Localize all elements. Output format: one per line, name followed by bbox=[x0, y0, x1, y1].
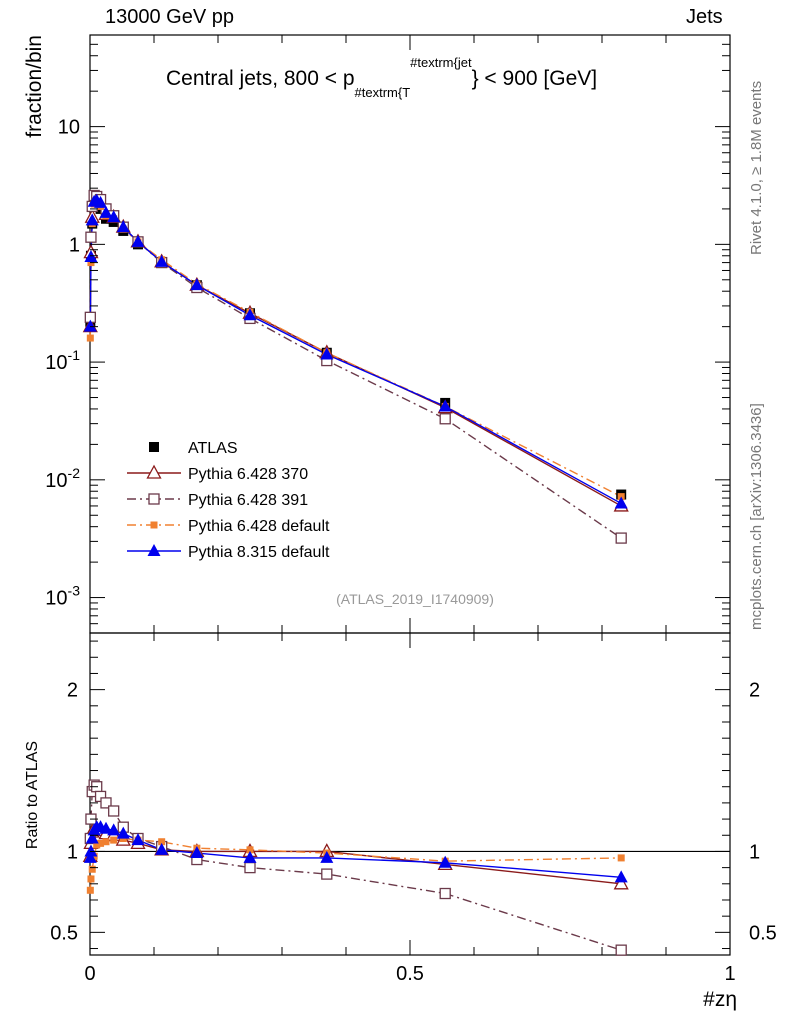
data-point bbox=[614, 496, 628, 509]
ratio-point bbox=[107, 823, 121, 836]
axis-labels: 0 0.5 1 10-3 10-2 10-1 1 10 0.5 0.5 1 1 2 2 fraction/b… bbox=[23, 35, 777, 1011]
ratio-point bbox=[87, 875, 95, 883]
ratio-axis-title: Ratio to ATLAS bbox=[24, 741, 41, 849]
ratio-point bbox=[438, 855, 452, 868]
data-point bbox=[107, 210, 121, 223]
ratio-series-lines bbox=[89, 784, 622, 951]
ratio-point bbox=[617, 854, 625, 862]
legend-label: Pythia 6.428 370 bbox=[188, 466, 308, 483]
series-line bbox=[89, 199, 622, 505]
data-point bbox=[94, 195, 108, 208]
data-point bbox=[116, 220, 130, 233]
ratio-point bbox=[83, 850, 97, 863]
ratio-point bbox=[88, 865, 96, 873]
header-right: Jets bbox=[686, 6, 723, 28]
data-point bbox=[83, 319, 97, 332]
ratio-point bbox=[93, 841, 101, 849]
ratio-point bbox=[439, 887, 451, 900]
series-line bbox=[89, 202, 622, 498]
main-series-markers bbox=[82, 189, 629, 544]
ratio-point bbox=[84, 844, 98, 857]
ratio-point bbox=[116, 826, 130, 839]
legend-label: Pythia 8.315 default bbox=[188, 544, 330, 561]
data-point bbox=[155, 254, 169, 267]
data-point bbox=[615, 532, 627, 544]
x-axis-title: #zη bbox=[703, 988, 737, 1011]
ratio-series-line bbox=[89, 784, 622, 951]
ratio-point bbox=[97, 839, 105, 847]
ratio-y-tick-label-left: 2 bbox=[67, 680, 78, 702]
y-tick-label: 10-1 bbox=[45, 347, 80, 374]
ratio-point bbox=[190, 846, 204, 859]
legend-marker bbox=[146, 464, 162, 479]
legend-label: ATLAS bbox=[188, 440, 238, 457]
ratio-series-markers bbox=[82, 779, 629, 956]
ratio-point bbox=[100, 797, 112, 809]
chart-title: Central jets, 800 < p#textrm{T#textrm{je… bbox=[166, 55, 597, 100]
ratio-point bbox=[614, 870, 628, 883]
y-tick-label: 10-2 bbox=[45, 465, 80, 492]
ratio-y-tick-label-right: 2 bbox=[749, 680, 760, 702]
ratio-point bbox=[615, 944, 627, 956]
ratio-point bbox=[246, 846, 254, 854]
legend-marker bbox=[148, 493, 160, 505]
analysis-id-label: (ATLAS_2019_I1740909) bbox=[336, 591, 494, 607]
legend-label: Pythia 6.428 391 bbox=[188, 492, 308, 509]
data-point bbox=[243, 308, 257, 321]
y-axis-title: fraction/bin bbox=[23, 35, 46, 138]
main-panel-frame bbox=[89, 34, 731, 634]
data-point bbox=[439, 413, 451, 425]
ratio-point bbox=[613, 875, 629, 890]
data-point bbox=[86, 334, 94, 342]
plot-frames bbox=[89, 34, 731, 956]
axis-ticks bbox=[89, 34, 731, 955]
main-series-lines bbox=[89, 194, 622, 539]
ratio-y-tick-label-left: 0.5 bbox=[50, 922, 78, 944]
ratio-point bbox=[243, 850, 257, 863]
header-left: 13000 GeV pp bbox=[105, 6, 234, 28]
x-tick-label: 0.5 bbox=[396, 963, 424, 985]
legend-label: Pythia 6.428 default bbox=[188, 518, 330, 535]
ratio-y-tick-label-right: 1 bbox=[749, 841, 760, 863]
ratio-point bbox=[110, 836, 118, 844]
legend-marker bbox=[150, 521, 158, 529]
ratio-point bbox=[86, 886, 94, 894]
ratio-point bbox=[102, 838, 110, 846]
ratio-point bbox=[158, 838, 166, 846]
ratio-panel-frame bbox=[89, 632, 731, 956]
ratio-point bbox=[131, 833, 145, 846]
y-tick-label: 1 bbox=[69, 234, 80, 256]
data-point bbox=[99, 205, 113, 218]
data-point bbox=[190, 278, 204, 291]
ratio-point bbox=[244, 861, 256, 874]
ratio-series-line bbox=[89, 828, 622, 885]
ratio-point bbox=[85, 831, 99, 844]
x-tick-label: 0 bbox=[84, 963, 95, 985]
legend-marker bbox=[147, 544, 161, 556]
data-point bbox=[320, 347, 334, 360]
ratio-series-line bbox=[89, 837, 622, 891]
ratio-point bbox=[108, 805, 120, 817]
data-point bbox=[85, 213, 99, 226]
data-point bbox=[438, 399, 452, 412]
y-tick-label: 10 bbox=[58, 117, 80, 139]
data-point bbox=[131, 234, 145, 247]
legend: ATLAS Pythia 6.428 370 Pythia 6.428 391 Pyt… bbox=[127, 440, 330, 561]
x-tick-label: 1 bbox=[724, 963, 735, 985]
ratio-point bbox=[321, 868, 333, 880]
legend-marker bbox=[149, 442, 159, 452]
y-tick-label: 10-3 bbox=[45, 583, 80, 610]
ratio-point bbox=[320, 850, 334, 863]
ratio-y-tick-label-left: 1 bbox=[67, 841, 78, 863]
ratio-y-tick-label-right: 0.5 bbox=[749, 922, 777, 944]
ratio-point bbox=[99, 821, 113, 834]
data-point bbox=[85, 231, 97, 243]
ratio-point bbox=[155, 842, 169, 855]
ratio-series-line bbox=[89, 826, 622, 879]
